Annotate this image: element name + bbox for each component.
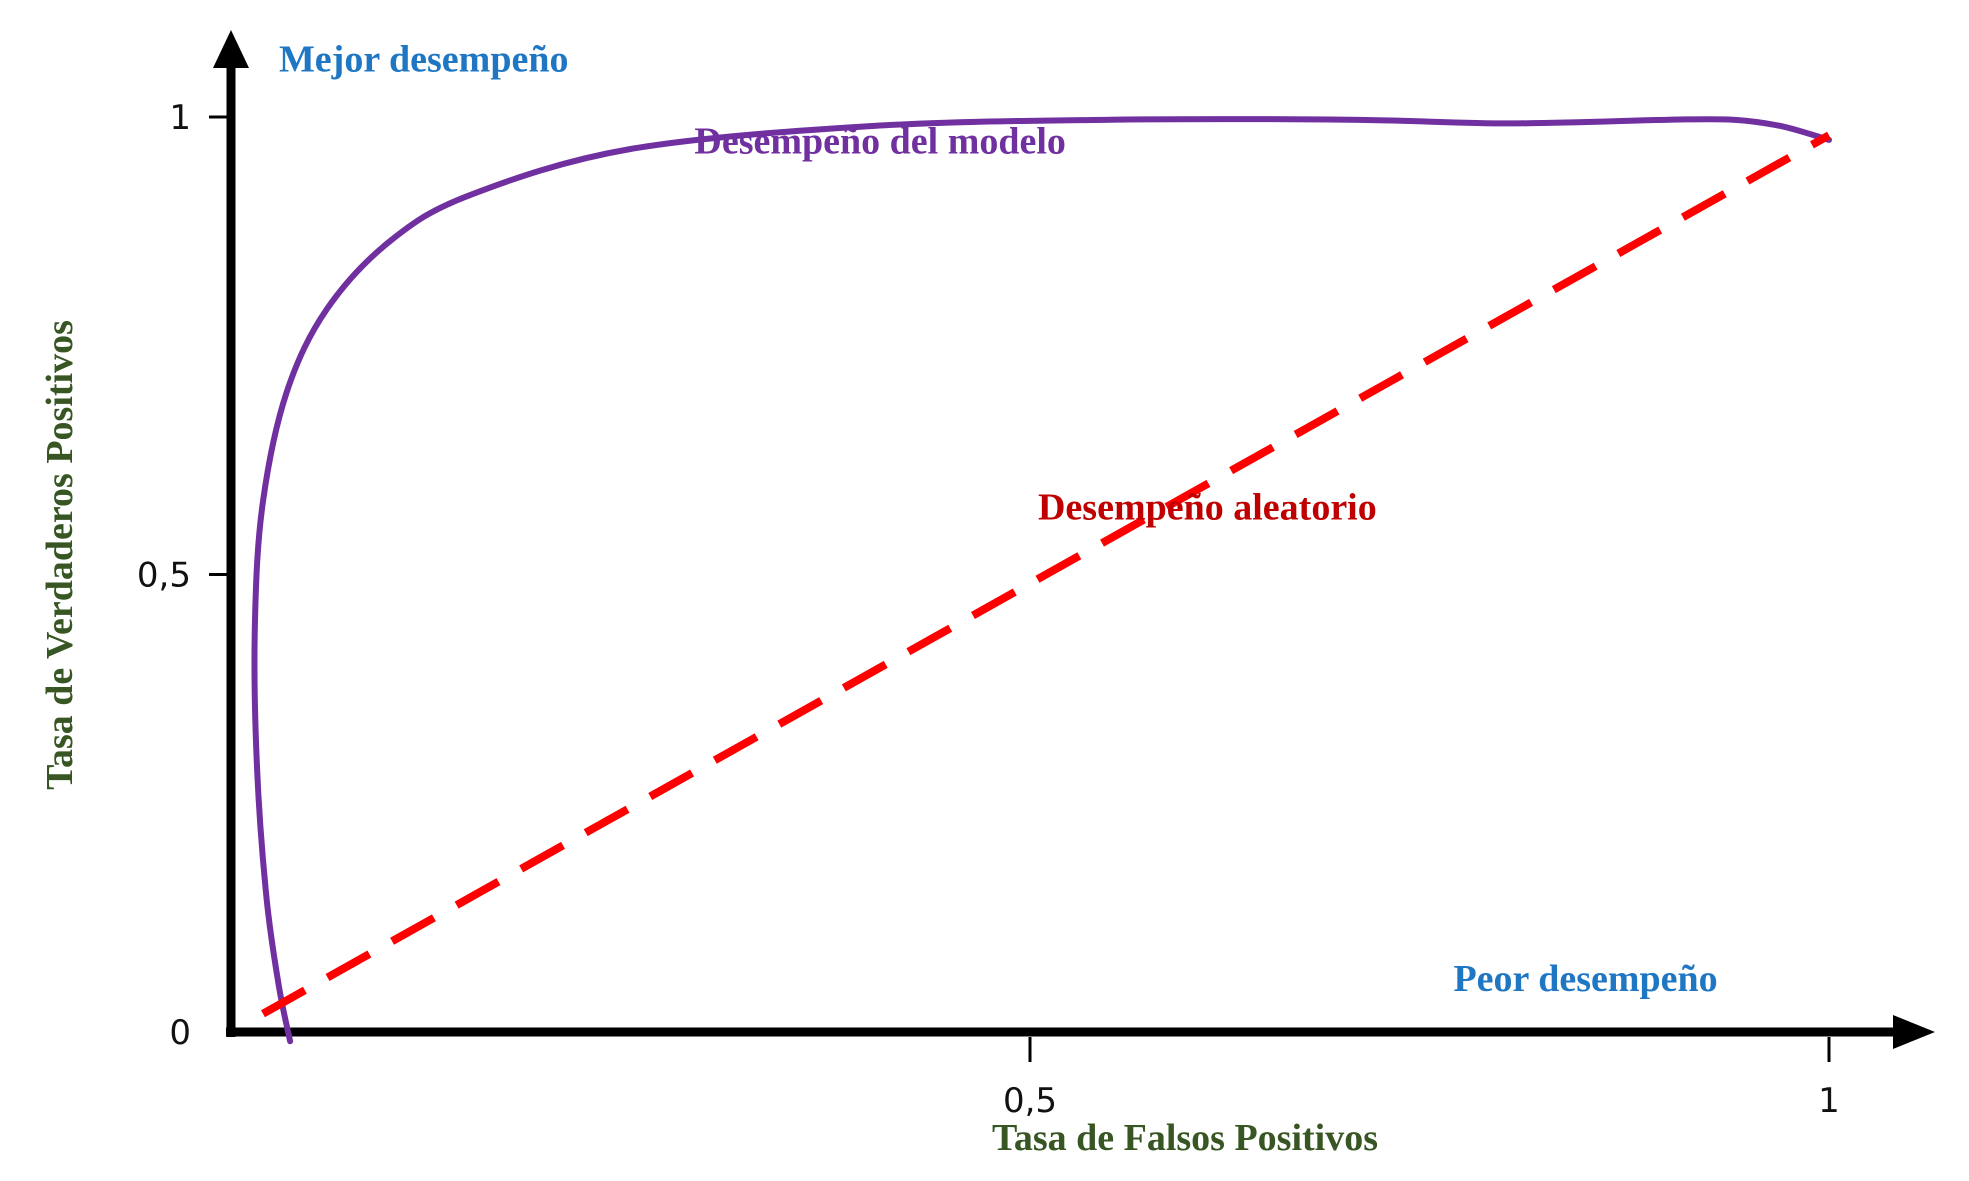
- series-layer: [251, 116, 1832, 1045]
- y-ticks: 00,51: [137, 98, 227, 1053]
- axes: [213, 30, 1935, 1049]
- worst-performance-label: Peor desempeño: [1453, 958, 1717, 1000]
- y-tick-label: 0: [169, 1013, 191, 1053]
- y-axis-title: Tasa de Verdaderos Positivos: [39, 320, 81, 790]
- y-tick-label: 1: [169, 98, 191, 138]
- x-tick-label: 1: [1818, 1081, 1840, 1121]
- x-ticks: 0,5 1: [1003, 1037, 1840, 1121]
- random-performance-line: [261, 131, 1831, 1018]
- model-performance-label: Desempeño del modelo: [694, 121, 1066, 163]
- annotations: Mejor desempeño Desempeño del modelo Desem…: [279, 38, 1718, 1000]
- random-performance-label: Desempeño aleatorio: [1038, 487, 1377, 529]
- best-performance-label: Mejor desempeño: [279, 38, 569, 80]
- y-tick-label: 0,5: [137, 556, 191, 596]
- x-tick-label: 0,5: [1003, 1081, 1057, 1121]
- y-axis-arrow-icon: [213, 30, 249, 68]
- x-axis-title: Tasa de Falsos Positivos: [992, 1117, 1378, 1159]
- x-axis-arrow-icon: [1893, 1015, 1935, 1049]
- model-performance-curve: [251, 116, 1832, 1045]
